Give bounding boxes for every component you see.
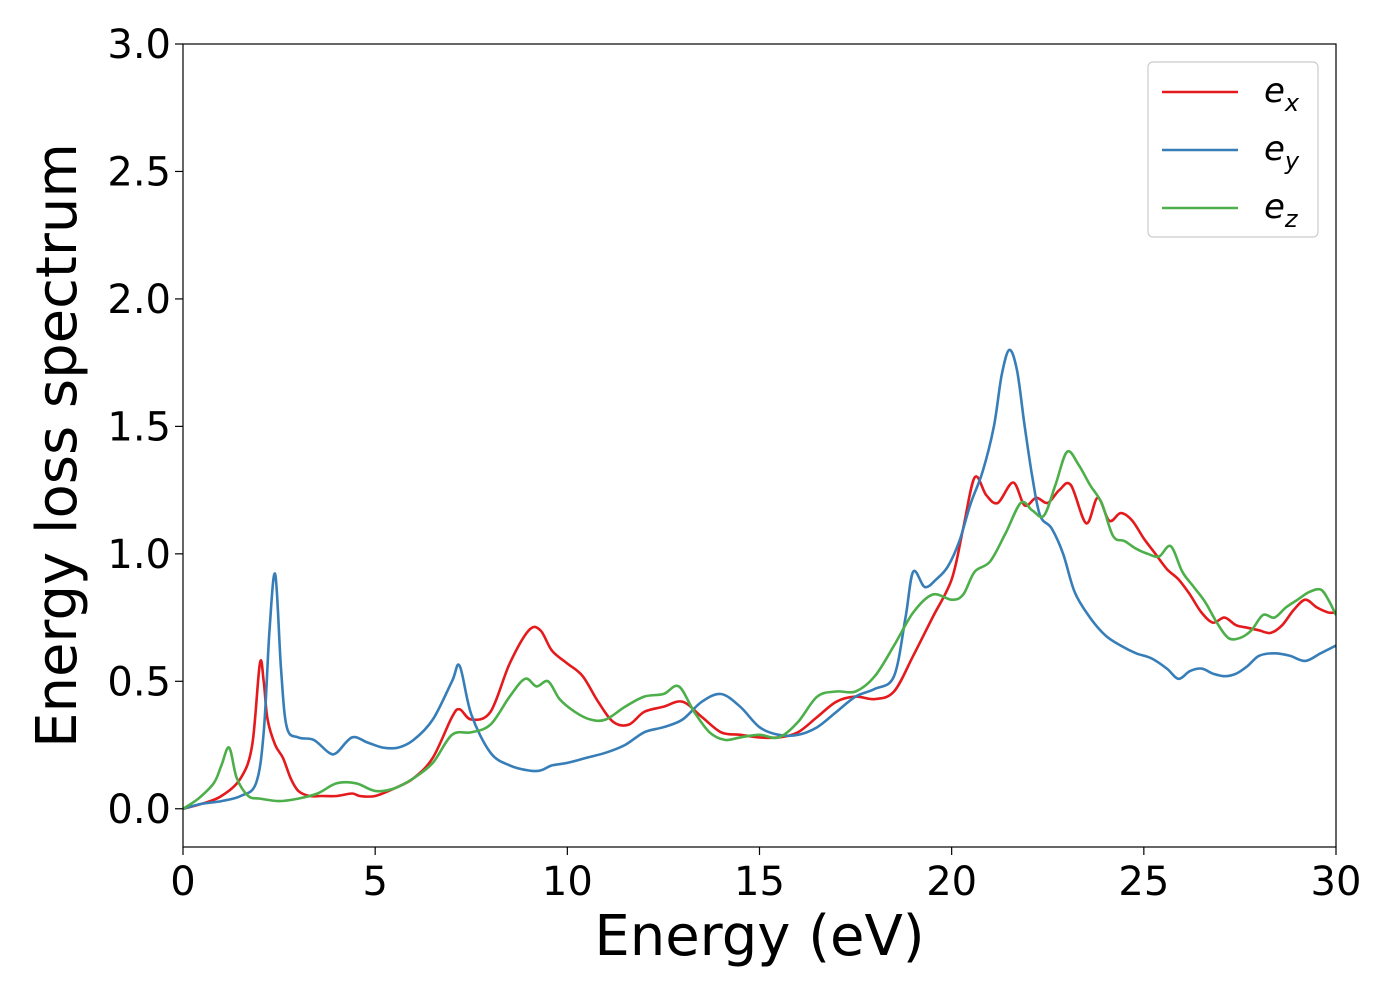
y-tick-label: 1.5: [107, 404, 171, 450]
y-tick-label: 3.0: [107, 22, 171, 68]
x-axis-title: Energy (eV): [594, 904, 924, 969]
x-tick-label: 30: [1311, 859, 1362, 905]
legend-label-ex: ex: [1264, 71, 1300, 117]
series-layer: [183, 348, 1336, 811]
legend: ex ey ez: [1147, 61, 1319, 238]
legend-label-ey: ey: [1264, 129, 1300, 175]
y-tick-label: 2.5: [107, 149, 171, 195]
y-axis: 0.0 0.5 1.0 1.5 2.0 2.5 3.0: [107, 22, 183, 833]
x-tick-label: 25: [1118, 859, 1169, 905]
y-tick-label: 1.0: [107, 532, 171, 578]
y-tick-label: 2.0: [107, 277, 171, 323]
x-tick-label: 5: [362, 859, 387, 905]
legend-label-ez: ez: [1264, 187, 1299, 233]
series-line-ez: [183, 449, 1336, 810]
x-axis: 0 5 10 15 20 25 30: [170, 847, 1361, 905]
x-tick-label: 0: [170, 859, 195, 905]
y-tick-label: 0.0: [107, 787, 171, 833]
x-tick-label: 15: [734, 859, 785, 905]
y-tick-label: 0.5: [107, 659, 171, 705]
x-tick-label: 10: [542, 859, 593, 905]
x-tick-label: 20: [926, 859, 977, 905]
series-line-ey: [183, 348, 1336, 811]
y-axis-title: Energy loss spectrum: [25, 143, 90, 748]
